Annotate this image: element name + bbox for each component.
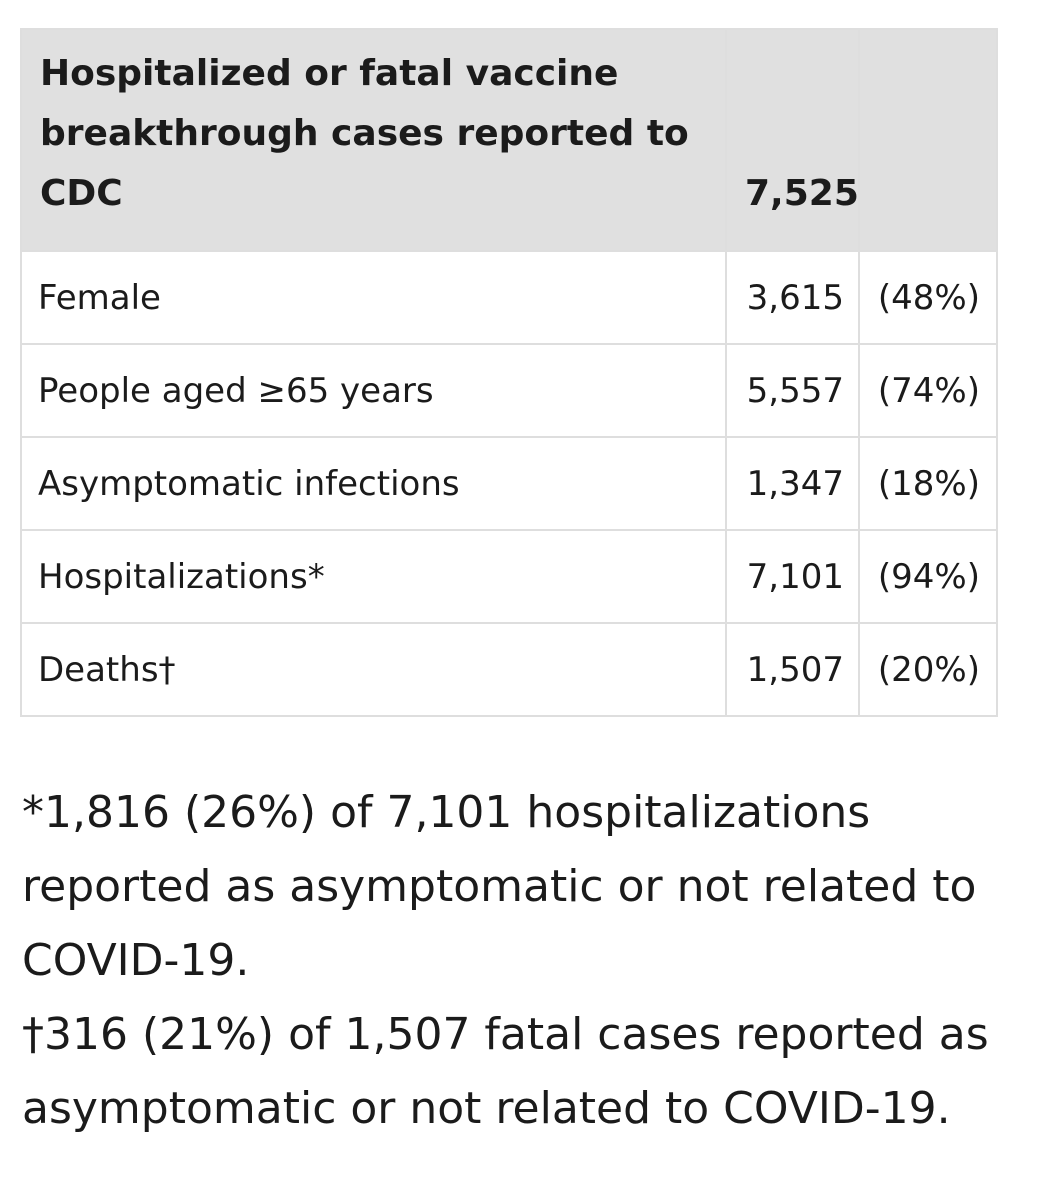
row-percent: (20%) [858, 622, 998, 717]
row-label: Deaths† [20, 622, 727, 717]
row-count: 3,615 [725, 250, 860, 345]
row-percent: (74%) [858, 343, 998, 438]
row-percent: (18%) [858, 436, 998, 531]
row-count: 5,557 [725, 343, 860, 438]
footnote-hospitalizations: *1,816 (26%) of 7,101 hospitalizations r… [22, 787, 977, 986]
row-percent: (48%) [858, 250, 998, 345]
table-row: Deaths† 1,507 (20%) [20, 622, 998, 717]
table-row: Asymptomatic infections 1,347 (18%) [20, 436, 998, 531]
table-header-title: Hospitalized or fatal vaccine breakthrou… [20, 28, 727, 252]
row-count: 1,347 [725, 436, 860, 531]
table-header-total: 7,525 [725, 28, 860, 252]
footnote-deaths: †316 (21%) of 1,507 fatal cases reported… [22, 1009, 989, 1134]
row-count: 7,101 [725, 529, 860, 624]
row-percent: (94%) [858, 529, 998, 624]
breakthrough-cases-table: Hospitalized or fatal vaccine breakthrou… [20, 28, 998, 717]
row-label: People aged ≥65 years [20, 343, 727, 438]
row-label: Female [20, 250, 727, 345]
row-label: Hospitalizations* [20, 529, 727, 624]
footnotes: *1,816 (26%) of 7,101 hospitalizations r… [22, 776, 1012, 1146]
table-row: Female 3,615 (48%) [20, 250, 998, 345]
table-row: Hospitalizations* 7,101 (94%) [20, 529, 998, 624]
table-header-row: Hospitalized or fatal vaccine breakthrou… [20, 28, 998, 252]
table-row: People aged ≥65 years 5,557 (74%) [20, 343, 998, 438]
breakthrough-table-container: Hospitalized or fatal vaccine breakthrou… [20, 28, 998, 717]
row-count: 1,507 [725, 622, 860, 717]
row-label: Asymptomatic infections [20, 436, 727, 531]
table-header-empty-cell [859, 28, 998, 252]
